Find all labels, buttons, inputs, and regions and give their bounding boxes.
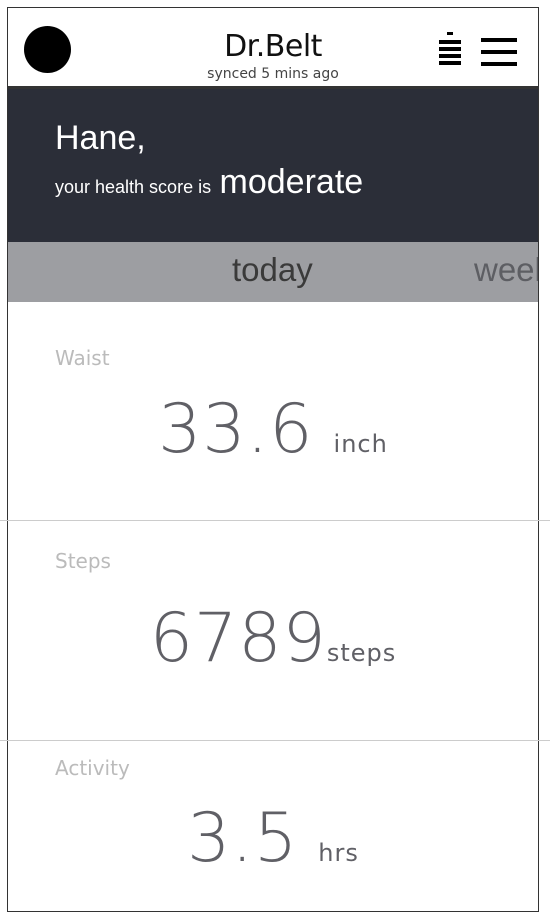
app-header: Dr.Belt synced 5 mins ago — [8, 8, 538, 87]
metric-label: Waist — [55, 346, 110, 370]
header-divider — [8, 86, 538, 89]
metric-number: 3.5 — [187, 799, 299, 878]
app-frame: Dr.Belt synced 5 mins ago Hane, your hea… — [7, 7, 539, 912]
metric-steps: Steps 6789steps — [8, 521, 538, 741]
sync-status: synced 5 mins ago — [207, 66, 339, 82]
metric-label: Steps — [55, 549, 111, 573]
battery-level-bar — [439, 54, 461, 58]
section-divider — [0, 740, 550, 741]
hamburger-menu-icon[interactable] — [481, 38, 517, 66]
menu-line — [481, 62, 517, 66]
app-title: Dr.Belt — [224, 29, 322, 64]
metric-number: 6789 — [149, 599, 327, 678]
battery-level-bar — [439, 47, 461, 51]
battery-icon — [438, 32, 462, 68]
metric-activity: Activity 3.5 hrs — [8, 741, 538, 911]
metric-value-row: 6789steps — [8, 599, 538, 678]
battery-cap — [447, 32, 453, 35]
section-divider — [0, 520, 550, 521]
metric-unit: steps — [326, 639, 397, 667]
tab-week[interactable]: week — [474, 251, 538, 288]
health-score-banner: Hane, your health score is moderate — [8, 89, 538, 242]
health-score-line: your health score is moderate — [55, 163, 363, 202]
metric-value-row: 3.5 hrs — [8, 799, 538, 878]
metric-label: Activity — [55, 756, 130, 780]
avatar[interactable] — [24, 26, 71, 73]
menu-line — [481, 50, 517, 54]
metric-value-row: 33.6 inch — [8, 390, 538, 469]
metric-number: 33.6 — [158, 390, 314, 469]
period-tab-bar: today week — [8, 242, 538, 302]
menu-line — [481, 38, 517, 42]
metric-waist: Waist 33.6 inch — [8, 302, 538, 521]
tab-today[interactable]: today — [232, 251, 313, 288]
health-score-value: moderate — [219, 163, 364, 201]
battery-level-bar — [439, 61, 461, 65]
greeting: Hane, — [55, 119, 146, 157]
battery-level-bar — [439, 40, 461, 44]
metric-unit: inch — [333, 430, 388, 458]
metric-unit: hrs — [318, 839, 359, 867]
health-score-prefix: your health score is — [55, 177, 212, 197]
